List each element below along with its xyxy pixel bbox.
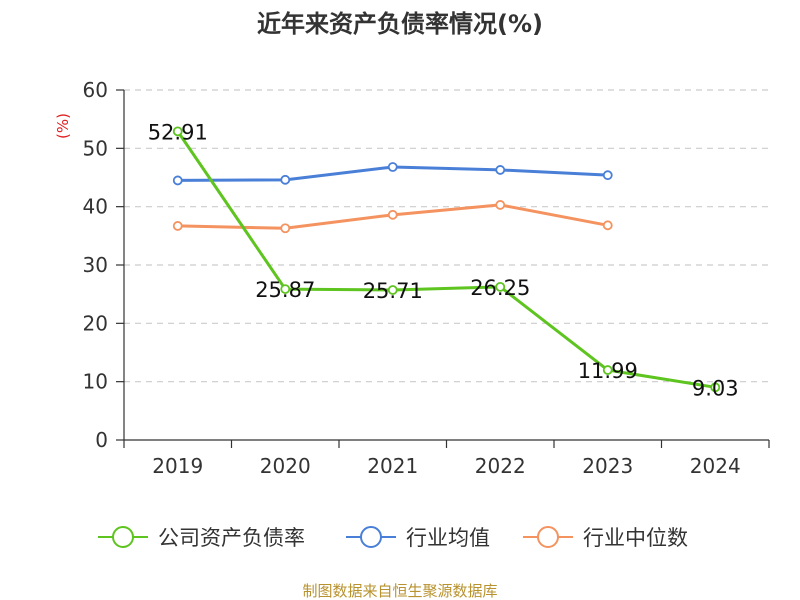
- data-label: 11.99: [578, 359, 638, 383]
- x-tick-label: 2024: [690, 454, 741, 478]
- data-label: 25.71: [363, 279, 423, 303]
- data-point: [172, 221, 183, 231]
- legend-label: 行业均值: [406, 526, 490, 550]
- data-point: [495, 281, 506, 292]
- source-note: 制图数据来自恒生聚源数据库: [302, 582, 497, 600]
- data-point: [495, 200, 506, 210]
- y-axis-label: (%): [54, 113, 72, 139]
- legend-marker: [537, 526, 559, 548]
- series-line: [176, 130, 716, 389]
- x-tick-label: 2021: [367, 454, 418, 478]
- legend-label: 行业中位数: [583, 526, 688, 550]
- x-tick-label: 2023: [582, 454, 633, 478]
- data-label: 26.25: [470, 276, 530, 300]
- data-labels: 52.91 25.87 25.71 26.25 11.99 9.03: [148, 120, 739, 400]
- y-tick-label: 0: [95, 428, 108, 452]
- data-label: 52.91: [148, 120, 208, 144]
- data-point: [710, 382, 721, 393]
- data-point: [602, 365, 613, 375]
- data-point: [280, 284, 291, 294]
- data-label: 25.87: [255, 278, 315, 302]
- data-point: [387, 209, 398, 220]
- legend-marker: [112, 526, 134, 548]
- data-point: [602, 220, 613, 231]
- legend: 公司资产负债率 行业均值 行业中位数: [98, 526, 688, 550]
- legend-marker: [360, 526, 382, 548]
- gridlines: [124, 89, 769, 383]
- series-lines: [172, 126, 721, 393]
- data-point: [387, 162, 398, 172]
- data-point: [280, 174, 291, 185]
- chart-title: 近年来资产负债率情况(%): [257, 10, 543, 38]
- data-point: [495, 165, 506, 175]
- axes: 0 10 20 30 40 50 60 2019 2020 2021 2022 2023 2024: [83, 78, 770, 478]
- data-point: [602, 170, 613, 181]
- data-point: [172, 175, 183, 186]
- y-tick-label: 50: [83, 136, 108, 160]
- y-tick-label: 10: [83, 370, 108, 394]
- data-point: [387, 285, 398, 295]
- data-point: [172, 126, 183, 137]
- x-tick-label: 2019: [152, 454, 203, 478]
- x-tick-label: 2020: [260, 454, 311, 478]
- y-tick-label: 60: [83, 78, 108, 102]
- data-label: 9.03: [692, 376, 739, 400]
- y-tick-label: 20: [83, 311, 108, 335]
- x-tick-label: 2022: [475, 454, 526, 478]
- legend-label: 公司资产负债率: [158, 526, 305, 550]
- y-tick-label: 30: [83, 253, 108, 277]
- y-tick-label: 40: [83, 195, 108, 219]
- data-point: [280, 223, 291, 234]
